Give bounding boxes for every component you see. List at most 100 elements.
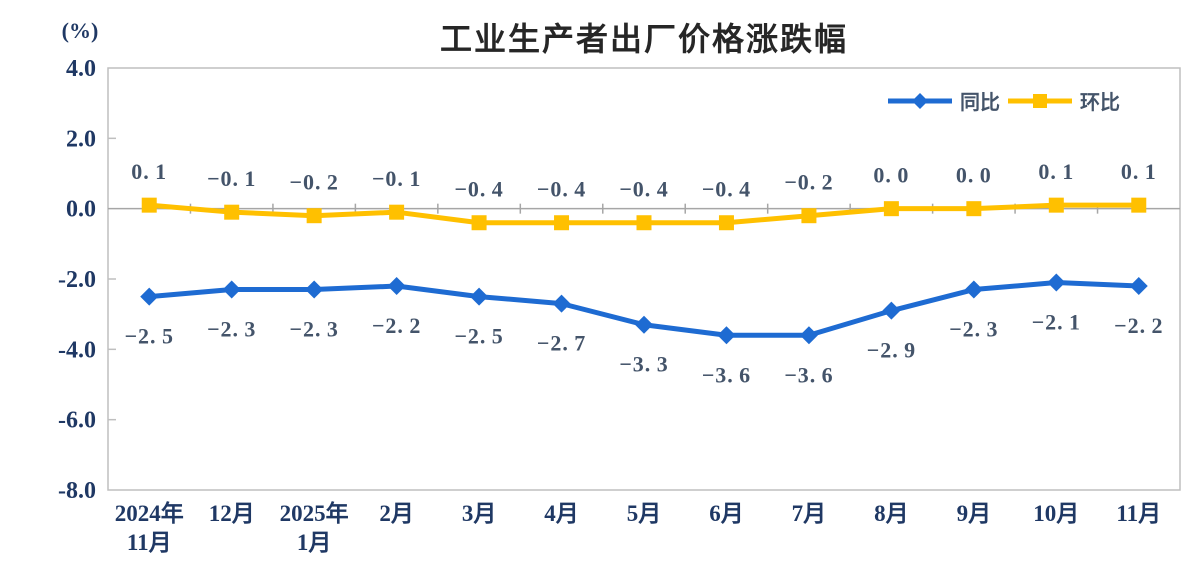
series-mom-data-label: 0. 0 bbox=[956, 163, 992, 188]
y-axis-label: 4.0 bbox=[66, 56, 96, 82]
y-axis-label: -8.0 bbox=[58, 478, 96, 504]
x-category-label-line: 11月 bbox=[127, 530, 172, 555]
legend-item-mom: 环比 bbox=[1008, 91, 1120, 114]
x-category-label: 10月 bbox=[1033, 501, 1079, 526]
plot-border bbox=[107, 67, 1181, 491]
diamond-marker bbox=[222, 280, 241, 299]
square-marker bbox=[389, 204, 405, 220]
square-marker bbox=[141, 197, 157, 213]
diamond-marker bbox=[1047, 273, 1066, 292]
x-category-label-line: 12月 bbox=[209, 501, 255, 526]
legend-yoy-label: 同比 bbox=[960, 91, 1000, 114]
square-marker bbox=[883, 201, 899, 217]
series-mom-data-label: −0. 2 bbox=[784, 170, 833, 195]
x-category-label-line: 5月 bbox=[627, 501, 662, 526]
x-category-label: 8月 bbox=[874, 501, 909, 526]
series-yoy-data-label: −2. 1 bbox=[1032, 310, 1081, 335]
series-yoy-data-label: −2. 3 bbox=[289, 317, 338, 342]
x-category-label-line: 1月 bbox=[297, 530, 332, 555]
square-marker bbox=[1048, 197, 1064, 213]
square-marker bbox=[801, 208, 817, 224]
y-axis-label: 2.0 bbox=[66, 126, 96, 152]
y-axis-label: 0.0 bbox=[66, 197, 96, 223]
x-category-label-line: 2025年 bbox=[280, 500, 349, 526]
square-marker bbox=[636, 215, 652, 231]
y-axis-label: -2.0 bbox=[58, 267, 96, 293]
series-yoy: −2. 5 −2. 3 −2. 3 −2. 2 −2. 5 −2. 7 −3. 3 −3. 6… bbox=[125, 273, 1163, 387]
diamond-marker bbox=[717, 326, 736, 345]
series-yoy-data-label: −2. 9 bbox=[867, 338, 916, 363]
square-marker bbox=[1033, 94, 1047, 108]
square-marker bbox=[554, 215, 570, 231]
square-marker bbox=[718, 215, 734, 231]
x-category-label: 6月 bbox=[709, 501, 744, 526]
series-mom-data-label: −0. 4 bbox=[454, 177, 503, 202]
series-yoy-data-label: −2. 3 bbox=[207, 317, 256, 342]
series-yoy-data-label: −2. 5 bbox=[454, 324, 503, 349]
x-category-label-line: 6月 bbox=[709, 501, 744, 526]
diamond-marker bbox=[552, 294, 571, 313]
x-category-label-line: 10月 bbox=[1033, 501, 1079, 526]
diamond-marker bbox=[387, 277, 406, 296]
series-mom-data-label: 0. 0 bbox=[873, 163, 909, 188]
x-category-label-line: 7月 bbox=[792, 501, 827, 526]
legend: 同比 环比 bbox=[888, 91, 1120, 114]
diamond-marker bbox=[470, 287, 489, 306]
series-mom-data-label: −0. 4 bbox=[537, 177, 586, 202]
diamond-marker bbox=[799, 326, 818, 345]
series-mom-data-label: −0. 1 bbox=[372, 166, 421, 191]
series-mom-data-label: −0. 4 bbox=[702, 177, 751, 202]
y-axis-unit-label: (%) bbox=[61, 18, 99, 43]
x-category-label-line: 3月 bbox=[462, 501, 497, 526]
diamond-marker bbox=[635, 315, 653, 334]
diamond-marker bbox=[882, 301, 901, 320]
legend-mom-label: 环比 bbox=[1080, 91, 1120, 114]
x-category-label: 2024年 11月 bbox=[115, 500, 184, 555]
series-yoy-data-label: −3. 3 bbox=[619, 352, 668, 377]
series-mom: 0. 1 −0. 1 −0. 2 −0. 1 −0. 4 −0. 4 −0. 4 −0. 4 −… bbox=[131, 159, 1157, 231]
x-category-label: 5月 bbox=[627, 501, 662, 526]
series-yoy-data-label: −3. 6 bbox=[702, 362, 751, 387]
series-mom-data-label: −0. 1 bbox=[207, 166, 256, 191]
diamond-marker bbox=[964, 280, 983, 299]
x-category-label: 4月 bbox=[544, 501, 579, 526]
series-yoy-data-label: −2. 2 bbox=[372, 313, 421, 338]
chart-title: 工业生产者出厂价格涨跌幅 bbox=[439, 21, 848, 57]
legend-item-yoy: 同比 bbox=[888, 91, 1000, 114]
series-yoy-data-label: −2. 5 bbox=[125, 324, 174, 349]
series-mom-data-label: 0. 1 bbox=[1038, 159, 1074, 184]
x-category-label: 11月 bbox=[1116, 501, 1161, 526]
square-marker bbox=[471, 215, 487, 231]
x-category-label: 2月 bbox=[379, 501, 414, 526]
x-category-label-line: 8月 bbox=[874, 501, 909, 526]
x-category-label: 3月 bbox=[462, 501, 497, 526]
x-category-label: 9月 bbox=[957, 501, 992, 526]
series-mom-data-label: −0. 4 bbox=[619, 177, 668, 202]
x-category-label: 2025年 1月 bbox=[280, 500, 349, 555]
square-marker bbox=[1131, 197, 1147, 213]
x-category-label-line: 11月 bbox=[1116, 501, 1161, 526]
diamond-marker bbox=[140, 287, 159, 306]
y-axis-label: -6.0 bbox=[58, 408, 96, 434]
x-category-label-line: 2月 bbox=[379, 501, 414, 526]
series-yoy-data-label: −2. 3 bbox=[949, 317, 998, 342]
square-marker bbox=[224, 204, 240, 220]
square-marker bbox=[306, 208, 322, 224]
x-category-label-line: 2024年 bbox=[115, 500, 184, 526]
diamond-marker bbox=[305, 280, 324, 299]
x-category-label: 12月 bbox=[209, 501, 255, 526]
y-axis-label: -4.0 bbox=[58, 337, 96, 363]
series-mom-data-label: 0. 1 bbox=[1121, 159, 1157, 184]
square-marker bbox=[966, 201, 982, 217]
diamond-marker bbox=[912, 93, 928, 109]
series-yoy-data-label: −2. 2 bbox=[1114, 313, 1163, 338]
diamond-marker bbox=[1129, 277, 1148, 296]
series-mom-data-label: −0. 2 bbox=[289, 170, 338, 195]
x-category-label-line: 4月 bbox=[544, 501, 579, 526]
x-category-label: 7月 bbox=[792, 501, 827, 526]
series-mom-data-label: 0. 1 bbox=[131, 159, 167, 184]
series-yoy-data-label: −2. 7 bbox=[537, 331, 586, 356]
x-category-label-line: 9月 bbox=[957, 501, 992, 526]
